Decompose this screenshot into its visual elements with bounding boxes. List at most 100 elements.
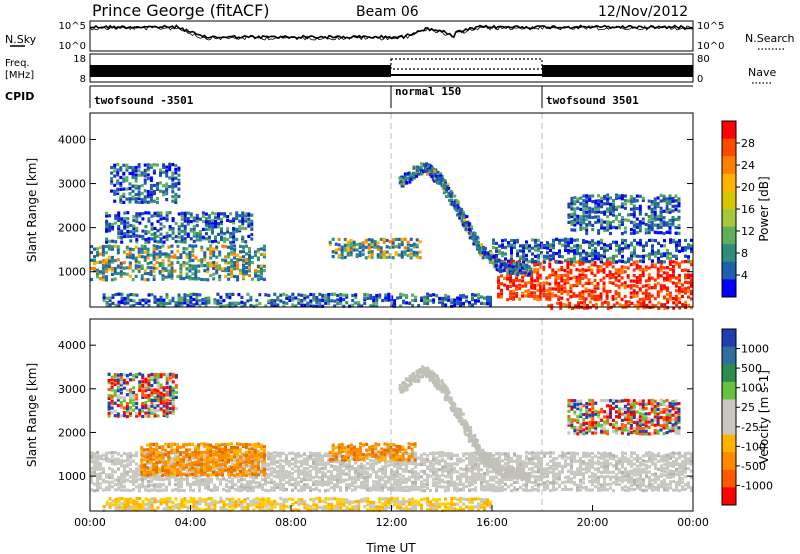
scatter-cell-1109	[129, 293, 133, 297]
scatter-cell-1994	[498, 251, 501, 255]
scatter-cell-1640	[560, 268, 564, 272]
scatter-cell-2128	[573, 244, 576, 248]
scatter-cell-106	[120, 475, 123, 479]
cpid-segment-3: twofsound 3501	[546, 94, 639, 107]
scatter-cell-149	[152, 269, 156, 273]
scatter-cell-2041	[525, 246, 528, 250]
scatter-cell-91	[128, 266, 132, 270]
scatter-cell-658	[211, 221, 214, 225]
scatter-cell-1135	[408, 461, 411, 465]
scatter-cell-546	[159, 213, 163, 217]
scatter-cell-854	[146, 173, 150, 177]
scatter-cell-1469	[506, 298, 510, 302]
scatter-cell-1312	[459, 488, 462, 492]
scatter-cell-77	[119, 266, 123, 270]
scatter-cell-1283	[450, 481, 453, 485]
scatter-cell-851	[146, 193, 150, 197]
scatter-cell-924	[174, 182, 178, 186]
scatter-cell-2554	[620, 232, 624, 236]
scatter-cell-1706	[570, 464, 573, 468]
scatter-cell-1455	[497, 280, 500, 285]
scatter-cell-747	[250, 213, 254, 217]
scatter-cell-2291	[675, 243, 678, 247]
scatter-cell-523	[150, 227, 154, 231]
scatter-cell-2483	[597, 231, 601, 235]
scatter-cell-1329	[462, 452, 465, 456]
scatter-cell-1095	[117, 292, 121, 296]
scatter-cell-606	[264, 480, 267, 484]
scatter-cell-913	[348, 464, 351, 468]
scatter-cell-2184	[603, 249, 606, 253]
scatter-cell-2550	[618, 212, 621, 217]
scatter-cell-2036	[522, 245, 525, 250]
scatter-cell-2082	[549, 254, 552, 258]
scatter-cell-888	[162, 190, 166, 194]
scatter-cell-1486	[504, 452, 507, 456]
scatter-cell-43	[99, 461, 102, 466]
scatter-cell-2004	[504, 252, 507, 256]
scatter-cell-1598	[548, 291, 552, 295]
scatter-cell-1102	[123, 296, 127, 301]
scatter-cell-403	[256, 270, 260, 274]
scatter-cell-1678	[561, 467, 564, 471]
scatter-cell-1029	[381, 476, 384, 480]
scatter-cell-2566	[623, 206, 627, 210]
scatter-cell-491	[135, 240, 139, 244]
arc-cell-2912	[448, 191, 452, 195]
scatter-cell-320	[224, 259, 228, 263]
scatter-cell-191	[167, 255, 171, 259]
scatter-cell-666	[279, 465, 282, 469]
scatter-cell-444	[114, 240, 118, 244]
scatter-cell-139	[146, 253, 150, 257]
scatter-cell-948	[360, 483, 363, 487]
scatter-cell-1362	[471, 460, 474, 464]
scatter-cell-1015	[379, 253, 383, 257]
scatter-cell-836	[140, 184, 144, 188]
scatter-cell-1736	[579, 467, 582, 471]
scatter-cell-27	[96, 476, 99, 480]
scatter-cell-1825	[632, 274, 636, 278]
scatter-cell-2431	[579, 217, 583, 221]
scatter-cell-2503	[603, 228, 607, 233]
scatter-cell-1408	[450, 304, 454, 308]
scatter-cell-669	[279, 454, 282, 458]
scatter-cell-1028	[385, 238, 389, 243]
scatter-cell-630	[270, 466, 273, 470]
scatter-cell-346	[233, 256, 237, 260]
scatter-cell-2684	[665, 199, 669, 203]
scatter-cell-658	[279, 486, 282, 490]
scatter-cell-199	[147, 451, 150, 455]
scatter-cell-1405	[483, 472, 486, 476]
scatter-cell-1083	[105, 301, 109, 305]
power-ytick-label-1: 2000	[58, 222, 86, 235]
arc-cell-2914	[448, 198, 451, 202]
scatter-cell-1038	[384, 479, 387, 483]
cpid-panel: twofsound -3501 normal 150 twofsound 350…	[89, 85, 693, 108]
scatter-cell-1235	[435, 459, 438, 463]
scatter-cell-1811	[626, 276, 630, 280]
scatter-cell-1411	[453, 303, 457, 307]
scatter-cell-2612	[641, 198, 645, 202]
scatter-cell-1782	[614, 290, 618, 294]
scatter-cell-1147	[177, 303, 181, 307]
scatter-cell-1567	[528, 459, 531, 463]
scatter-cell-818	[134, 176, 138, 180]
scatter-cell-287	[171, 460, 174, 464]
scatter-cell-807	[318, 459, 321, 463]
scatter-cell-2704	[671, 196, 675, 201]
scatter-cell-1130	[408, 488, 411, 493]
scatter-cell-1215	[432, 477, 435, 481]
scatter-cell-727	[297, 468, 300, 472]
scatter-cell-1786	[614, 271, 618, 275]
scatter-cell-1633	[546, 462, 549, 466]
scatter-cell-1628	[557, 276, 561, 280]
scatter-cell-909	[348, 474, 351, 479]
scatter-cell-1607	[551, 294, 555, 298]
scatter-cell-2144	[582, 240, 585, 244]
scatter-cell-1299	[453, 466, 456, 470]
scatter-cell-1438	[477, 296, 480, 300]
scatter-cell-1099	[120, 292, 124, 296]
scatter-cell-616	[267, 475, 270, 479]
scatter-cell-160	[135, 454, 138, 458]
scatter-cell-1028	[381, 478, 384, 482]
